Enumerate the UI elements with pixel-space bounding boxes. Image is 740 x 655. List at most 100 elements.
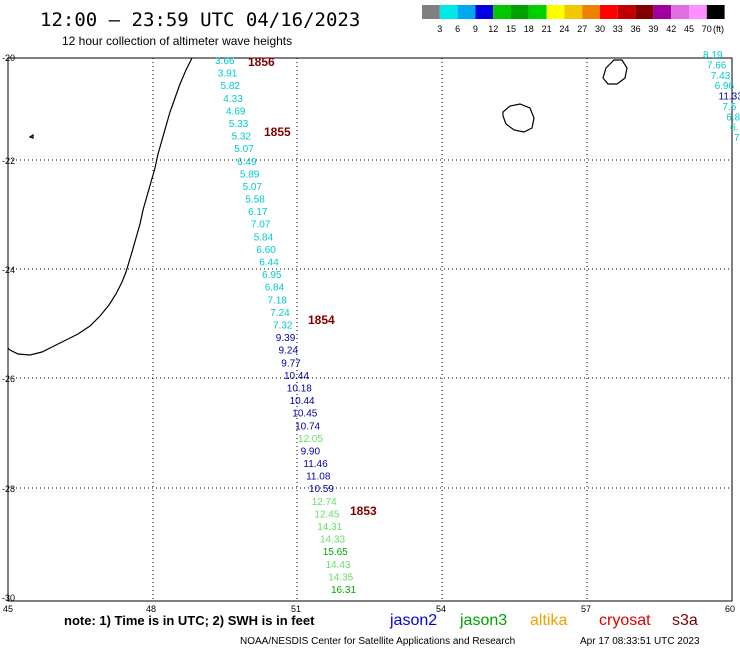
satellite-s3a: s3a (672, 612, 698, 629)
wave-height-value: 5.58 (245, 195, 265, 206)
legend-tick-label: 39 (648, 24, 658, 34)
wave-height-value: 10.44 (284, 371, 309, 382)
wave-height-value: 6.44 (259, 258, 279, 269)
latitude-labels: -20 -22 -24 -26 -28 -30 (2, 53, 15, 603)
wave-height-value: 6.17 (248, 207, 268, 218)
wave-height-value: 5.33 (229, 119, 249, 130)
wave-height-value: 11.08 (306, 472, 331, 483)
lat-label: -28 (2, 484, 15, 494)
legend-swatch (422, 5, 440, 19)
legend-swatch (636, 5, 654, 19)
wave-height-value: 9.77 (281, 358, 301, 369)
wave-height-value: 6.95 (262, 270, 282, 281)
coastlines (8, 58, 627, 355)
legend-swatch (564, 5, 582, 19)
legend-unit: (ft) (713, 24, 724, 34)
wave-height-value: 5.84 (254, 232, 274, 243)
wave-height-value: 10.18 (287, 384, 312, 395)
satellite-jason3: jason3 (459, 612, 507, 629)
satellite-cryosat: cryosat (599, 612, 651, 629)
legend-swatch (618, 5, 636, 19)
lat-label: -24 (2, 265, 15, 275)
lon-label: 60 (725, 604, 735, 614)
wave-height-value: 4.69 (226, 106, 246, 117)
time-label: 1856 (248, 55, 275, 69)
wave-height-value: 4.33 (223, 94, 243, 105)
footer-timestamp: Apr 17 08:33:51 UTC 2023 (580, 636, 700, 647)
wave-height-value: 5.82 (221, 81, 241, 92)
legend-swatch (440, 5, 458, 19)
wave-height-value: 7 (734, 133, 740, 144)
legend-tick-label: 3 (437, 24, 442, 34)
legend-swatch (493, 5, 511, 19)
lat-label: -20 (2, 53, 15, 63)
satellite-altika: altika (530, 612, 567, 629)
wave-height-value: 5.07 (234, 144, 254, 155)
wave-height-value: 5.07 (243, 182, 263, 193)
reunion-island (603, 60, 627, 84)
legend-swatch (458, 5, 476, 19)
lon-label: 54 (436, 604, 446, 614)
map-title: 12:00 – 23:59 UTC 04/16/2023 (40, 9, 360, 31)
wave-height-value: 3.91 (218, 69, 238, 80)
legend-swatch (529, 5, 547, 19)
legend-tick-label: 12 (488, 24, 498, 34)
lat-label: -30 (2, 593, 15, 603)
satellite-legend: jason2 jason3 altika cryosat s3a (389, 612, 698, 629)
wave-height-value: 7.07 (251, 220, 271, 231)
legend-tick-label: 27 (577, 24, 587, 34)
wave-height-value: 6.49 (237, 157, 257, 168)
wave-height-value: 16.31 (331, 585, 356, 596)
wave-height-value: 6.84 (265, 283, 285, 294)
wave-height-value: 7.66 (707, 60, 727, 71)
time-label: 1853 (350, 504, 377, 518)
time-label: 1854 (308, 313, 335, 327)
legend-swatch (653, 5, 671, 19)
legend-tick-label: 9 (473, 24, 478, 34)
wave-height-value: 7.24 (270, 308, 290, 319)
legend-swatch (689, 5, 707, 19)
lon-label: 57 (581, 604, 591, 614)
legend-tick-label: 45 (684, 24, 694, 34)
footer-credit: NOAA/NESDIS Center for Satellite Applica… (240, 636, 515, 647)
legend-swatch (547, 5, 565, 19)
plot-frame (8, 58, 732, 601)
wave-height-value: 9.39 (276, 333, 296, 344)
wave-height-value: 5.89 (240, 169, 260, 180)
wave-height-value: 9.24 (279, 346, 299, 357)
legend-swatch (707, 5, 725, 19)
legend-tick-label: 33 (613, 24, 623, 34)
wave-height-value: 6. (730, 123, 738, 134)
wave-height-value: 7.32 (273, 321, 293, 332)
graticule (8, 58, 732, 601)
legend-tick-label: 18 (524, 24, 534, 34)
wave-height-value: 11.33 (719, 92, 740, 103)
wave-height-value: 3.66 (215, 56, 235, 67)
legend-tick-label: 21 (542, 24, 552, 34)
legend-tick-label: 6 (455, 24, 460, 34)
wave-height-value: 10.74 (295, 421, 320, 432)
wave-height-value: 15.65 (323, 547, 348, 558)
wave-height-value: 6.60 (256, 245, 276, 256)
legend-tick-label: 70 (702, 24, 712, 34)
legend-tick-label: 42 (666, 24, 676, 34)
wave-height-value: 10.59 (309, 484, 334, 495)
wave-height-value: 11.46 (303, 459, 328, 470)
wave-height-value: 5.32 (232, 132, 252, 143)
wave-height-value: 12.74 (312, 497, 337, 508)
wave-height-value: 7.18 (268, 295, 288, 306)
legend-swatch (671, 5, 689, 19)
footer-note: note: 1) Time is in UTC; 2) SWH is in fe… (64, 613, 315, 628)
wave-height-value: 8.19 (703, 50, 723, 61)
legend-swatch (475, 5, 493, 19)
wave-height-value: 14.35 (328, 572, 353, 583)
wave-height-value: 14.33 (320, 535, 345, 546)
lat-label: -22 (2, 156, 15, 166)
small-islet (30, 135, 33, 138)
legend-swatch (600, 5, 618, 19)
legend-swatch (582, 5, 600, 19)
wave-height-value: 6.96 (715, 81, 735, 92)
